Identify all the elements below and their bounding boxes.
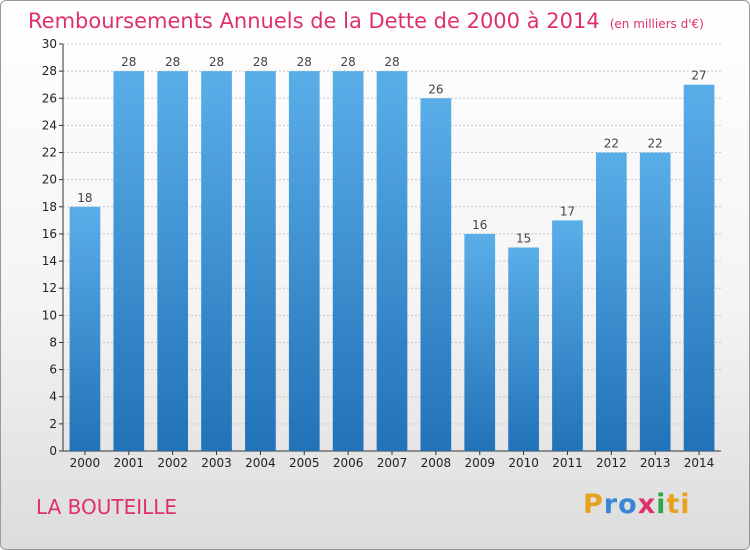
y-tick-label: 24 <box>42 118 57 132</box>
x-tick-label: 2004 <box>245 456 276 470</box>
y-tick-label: 18 <box>42 200 57 214</box>
chart-subtitle: (en milliers d'€) <box>609 17 704 31</box>
bar-value-label: 28 <box>384 55 399 69</box>
bar-value-label: 28 <box>209 55 224 69</box>
bar <box>288 71 320 451</box>
labels: 0246810121416182022242628301820002820012… <box>42 37 715 470</box>
x-tick-label: 2010 <box>508 456 539 470</box>
commune-name: LA BOUTEILLE <box>36 495 178 519</box>
bar <box>683 84 715 451</box>
y-tick-label: 8 <box>49 335 57 349</box>
bar-value-label: 28 <box>253 55 268 69</box>
y-tick-label: 22 <box>42 146 57 160</box>
bar <box>245 71 276 451</box>
x-tick-label: 2009 <box>464 456 495 470</box>
bar-value-label: 28 <box>340 55 355 69</box>
y-tick-label: 4 <box>49 390 57 404</box>
bars <box>69 71 715 452</box>
x-tick-label: 2000 <box>70 456 101 470</box>
x-tick-label: 2005 <box>289 456 320 470</box>
bar-value-label: 28 <box>121 55 136 69</box>
bar-value-label: 26 <box>428 82 443 96</box>
x-tick-label: 2012 <box>596 456 627 470</box>
proxiti-logo: Proxiti <box>583 489 691 520</box>
y-tick-label: 10 <box>42 308 57 322</box>
y-tick-label: 26 <box>42 91 57 105</box>
bar <box>376 71 408 451</box>
x-tick-label: 2011 <box>552 456 583 470</box>
bar <box>595 152 627 452</box>
bar <box>464 233 496 451</box>
bar-value-label: 18 <box>77 191 92 205</box>
y-tick-label: 0 <box>49 444 57 458</box>
y-tick-label: 28 <box>42 64 57 78</box>
y-tick-label: 30 <box>42 37 57 51</box>
bar-value-label: 17 <box>560 204 575 218</box>
x-tick-label: 2001 <box>114 456 145 470</box>
bar <box>420 98 452 452</box>
x-tick-label: 2003 <box>201 456 232 470</box>
x-tick-label: 2006 <box>333 456 364 470</box>
chart-title-text: Remboursements Annuels de la Dette de 20… <box>28 9 600 33</box>
logo-letter: x <box>637 489 657 520</box>
bar-value-label: 15 <box>516 232 531 246</box>
logo-letter: ti <box>666 489 691 520</box>
bar-value-label: 22 <box>604 137 619 151</box>
y-tick-label: 12 <box>42 281 57 295</box>
logo-letter: i <box>656 489 667 520</box>
bar-value-label: 22 <box>648 137 663 151</box>
x-tick-label: 2008 <box>421 456 452 470</box>
bar <box>639 152 671 452</box>
y-tick-label: 6 <box>49 363 57 377</box>
bar-value-label: 28 <box>297 55 312 69</box>
bar <box>332 71 364 451</box>
logo-letter: o <box>618 489 638 520</box>
x-tick-label: 2013 <box>640 456 671 470</box>
logo-letter: r <box>603 489 619 520</box>
y-tick-label: 20 <box>42 173 57 187</box>
x-tick-label: 2002 <box>157 456 188 470</box>
logo-letter: P <box>583 489 604 520</box>
x-tick-label: 2007 <box>377 456 408 470</box>
bar <box>69 206 101 451</box>
x-tick-label: 2014 <box>684 456 715 470</box>
bar <box>201 71 232 451</box>
y-tick-label: 16 <box>42 227 57 241</box>
y-tick-label: 2 <box>49 417 57 431</box>
bar-value-label: 27 <box>691 69 706 83</box>
bar-value-label: 16 <box>472 218 487 232</box>
bar <box>113 71 145 451</box>
bar <box>552 220 583 451</box>
bar <box>157 71 189 451</box>
bar <box>508 247 539 451</box>
bar-value-label: 28 <box>165 55 180 69</box>
y-tick-label: 14 <box>42 254 57 268</box>
chart-title: Remboursements Annuels de la Dette de 20… <box>28 9 704 33</box>
